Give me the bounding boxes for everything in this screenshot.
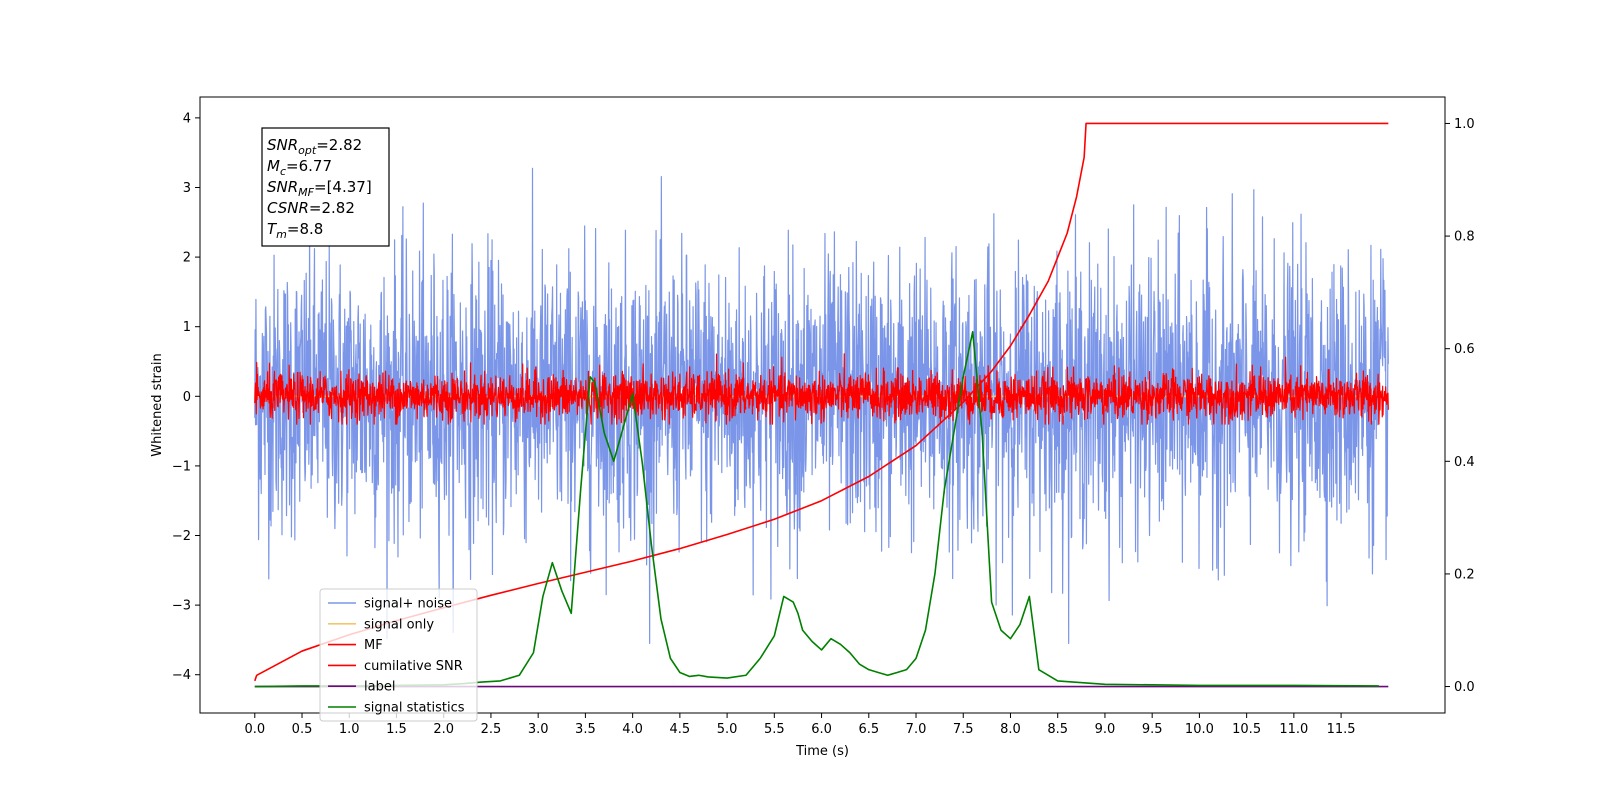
x-tick-label-12: 6.0 [811, 722, 832, 737]
x-tick-label-15: 7.5 [953, 722, 974, 737]
legend-label-1: signal only [364, 617, 434, 632]
y2-tick-label-2: 0.6 [1454, 342, 1475, 357]
y-tick-label-1: 3 [183, 181, 191, 196]
legend-label-0: signal+ noise [364, 597, 452, 612]
x-tick-label-6: 3.0 [528, 722, 549, 737]
x-tick-label-0: 0.0 [244, 722, 265, 737]
x-tick-label-11: 5.5 [764, 722, 785, 737]
x-tick-label-7: 3.5 [575, 722, 596, 737]
y-tick-label-3: 1 [183, 320, 191, 335]
axes-frame [199, 96, 1446, 714]
y-tick-label-6: −2 [172, 529, 191, 544]
x-tick-label-1: 0.5 [292, 722, 313, 737]
legend-frame [319, 588, 478, 722]
annotation-frame [261, 127, 390, 247]
tick-layer: 0.0 0.5 1.0 1.5 2.0 2.5 3.0 3.5 4.0 4.5 5.0 5.5 6.0 6… [172, 111, 1475, 737]
series-line-5 [254, 330, 1379, 688]
axes-border [199, 96, 1446, 714]
x-tick-label-8: 4.0 [622, 722, 643, 737]
annotation-line-1: Mc=6.77 [267, 157, 332, 178]
x-tick-label-19: 9.5 [1142, 722, 1163, 737]
x-axis-label: Time (s) [795, 744, 849, 759]
y2-tick-label-0: 1.0 [1454, 117, 1475, 132]
y2-tick-label-4: 0.2 [1454, 567, 1475, 582]
x-tick-label-18: 9.0 [1095, 722, 1116, 737]
legend-label-5: signal statistics [364, 701, 465, 716]
y-tick-label-4: 0 [183, 390, 191, 405]
y2-tick-label-5: 0.0 [1454, 680, 1475, 695]
y2-tick-label-3: 0.4 [1454, 455, 1475, 470]
legend-label-4: label [364, 680, 395, 695]
annotation-line-4: Tm=8.8 [267, 220, 323, 241]
x-tick-label-4: 2.0 [433, 722, 454, 737]
x-tick-label-22: 11.0 [1279, 722, 1308, 737]
x-tick-label-9: 4.5 [670, 722, 691, 737]
y-tick-label-2: 2 [183, 251, 191, 266]
annotation-line-0: SNRopt=2.82 [267, 136, 362, 157]
annotation-line-2: SNRMF=[4.37] [267, 178, 372, 199]
legend-label-2: MF [364, 638, 383, 653]
x-tick-label-13: 6.5 [858, 722, 879, 737]
y-tick-label-8: −4 [172, 668, 191, 683]
legend-label-3: cumilative SNR [364, 659, 463, 674]
legend: signal+ noise signal only MF cumilative SNR… [319, 588, 478, 722]
x-tick-label-23: 11.5 [1327, 722, 1356, 737]
y-tick-label-5: −1 [172, 459, 191, 474]
x-tick-label-5: 2.5 [481, 722, 502, 737]
x-tick-label-10: 5.0 [717, 722, 738, 737]
x-tick-label-20: 10.0 [1185, 722, 1214, 737]
x-tick-label-21: 10.5 [1232, 722, 1261, 737]
series-line-2 [254, 353, 1389, 425]
x-tick-label-16: 8.0 [1000, 722, 1021, 737]
y-tick-label-0: 4 [183, 111, 191, 126]
x-tick-label-17: 8.5 [1047, 722, 1068, 737]
x-tick-label-3: 1.5 [386, 722, 407, 737]
y-tick-label-7: −3 [172, 599, 191, 614]
y2-tick-label-1: 0.8 [1454, 230, 1475, 245]
x-tick-label-14: 7.0 [906, 722, 927, 737]
y-axis-label: Whitened strain [150, 353, 165, 456]
x-tick-label-2: 1.0 [339, 722, 360, 737]
annotation-line-3: CSNR=2.82 [267, 199, 355, 217]
